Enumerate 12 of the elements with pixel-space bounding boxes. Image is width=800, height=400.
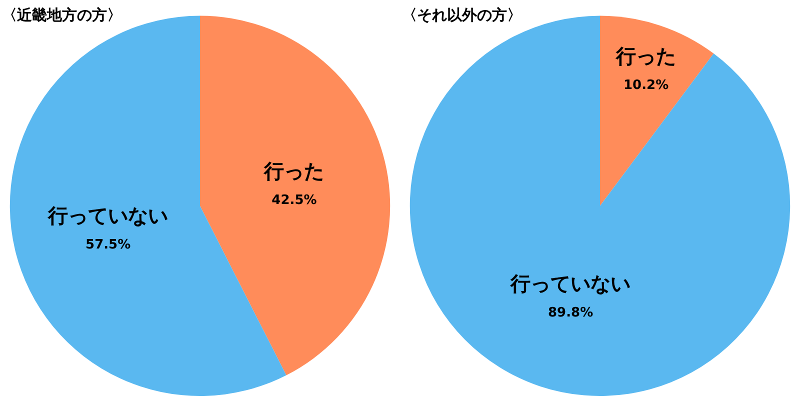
data-label: 42.5% [272,192,317,208]
chart-title: 〈それ以外の方〉 [402,6,522,24]
slice-label: 行っていない [510,272,631,296]
slice-label: 行った [263,158,324,183]
pie-slice [600,16,714,206]
pie-slice [200,16,390,376]
slice-label: 行っていない [47,204,168,228]
data-label: 57.5% [86,238,131,253]
data-label: 10.2% [623,78,669,94]
slice-label: 行った [615,44,676,68]
data-label: 89.8% [548,306,594,321]
chart-title: 〈近畿地方の方〉 [2,6,122,24]
